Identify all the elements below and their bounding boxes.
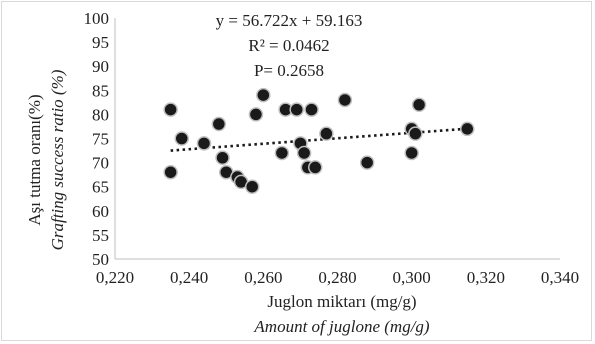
trendline-group <box>170 127 468 152</box>
data-point <box>196 136 212 151</box>
data-point <box>248 107 264 122</box>
x-tick-label: 0,280 <box>318 268 356 287</box>
x-tick-labels: 0,220 0,240 0,260 0,280 0,300 0,320 0,340 <box>96 268 579 287</box>
x-tick-label: 0,340 <box>541 268 579 287</box>
y-tick-label: 55 <box>92 226 109 245</box>
r-squared-label: R² = 0.0462 <box>248 36 329 55</box>
y-tick-label: 85 <box>92 81 109 100</box>
y-axis-subtitle: Grafting success ratio (%) <box>48 69 67 250</box>
regression-equation: y = 56.722x + 59.163 <box>216 11 363 30</box>
x-tick-label: 0,320 <box>467 268 505 287</box>
data-point <box>163 164 178 180</box>
y-tick-label: 100 <box>84 9 110 28</box>
y-tick-label: 70 <box>92 154 109 173</box>
data-point <box>404 145 419 161</box>
x-tick-label: 0,260 <box>244 268 282 287</box>
x-axis-subtitle: Amount of juglone (mg/g) <box>253 317 430 336</box>
p-value-label: P= 0.2658 <box>254 61 324 80</box>
data-point <box>244 179 260 194</box>
data-point <box>460 121 475 137</box>
data-point <box>211 116 227 132</box>
y-tick-label: 75 <box>92 130 109 149</box>
data-point <box>359 155 375 170</box>
y-tick-label: 60 <box>92 202 109 221</box>
y-tick-label: 95 <box>92 33 109 52</box>
x-axis-title: Juglon miktarı (mg/g) <box>267 292 416 311</box>
data-point <box>408 126 423 141</box>
trendline <box>170 127 468 152</box>
data-points <box>163 87 475 194</box>
data-point <box>289 102 304 117</box>
y-tick-label: 50 <box>92 250 109 269</box>
y-tick-label: 80 <box>92 105 109 124</box>
x-tick-label: 0,220 <box>96 268 134 287</box>
data-point <box>296 145 312 161</box>
data-point <box>163 102 178 117</box>
x-tick-label: 0,300 <box>393 268 431 287</box>
data-point <box>319 126 334 141</box>
data-point <box>411 97 427 113</box>
data-point <box>337 92 353 108</box>
y-tick-labels: 50 55 60 65 70 75 80 85 90 95 100 <box>84 9 110 269</box>
y-axis-title: Aşı tutma oranı(%) <box>25 94 44 225</box>
data-point <box>215 150 230 166</box>
x-tick-label: 0,240 <box>170 268 208 287</box>
data-point <box>256 87 271 103</box>
y-tick-label: 90 <box>92 57 109 76</box>
data-point <box>308 160 323 175</box>
data-point <box>174 131 189 146</box>
data-point <box>304 102 319 117</box>
y-tick-label: 65 <box>92 178 109 197</box>
axes <box>114 18 560 260</box>
data-point <box>274 145 290 161</box>
